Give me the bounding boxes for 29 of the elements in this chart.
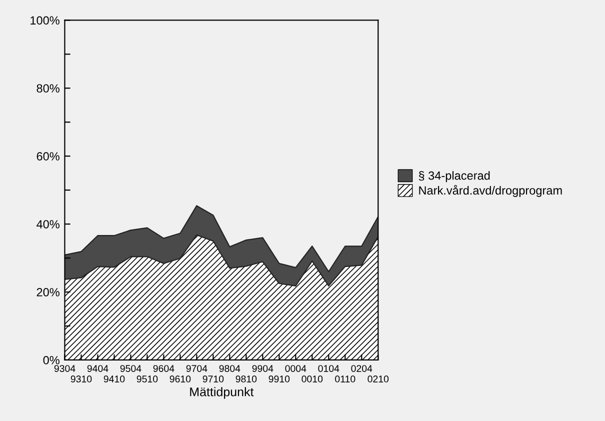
y-tick-label: 0%: [43, 356, 60, 364]
y-tick-label: 80%: [36, 84, 60, 93]
x-tick-label: 9704: [186, 365, 208, 372]
x-tick-label: 9910: [268, 376, 290, 382]
x-tick-label: 9310: [70, 376, 92, 382]
y-tick-label: 60%: [36, 152, 60, 160]
x-tick-label: 9904: [252, 365, 274, 372]
x-tick-label: 0004: [285, 365, 306, 372]
x-tick-label: 9504: [120, 365, 142, 372]
x-tick-label: 9610: [170, 376, 191, 382]
x-tick-label: 0210: [368, 376, 389, 382]
y-tick-label: 40%: [36, 220, 60, 228]
x-tick-label: 0010: [302, 376, 323, 382]
x-tick-label: 9604: [153, 365, 174, 372]
legend-label: Nark.vård.avd/drogprogram: [419, 184, 562, 197]
x-tick-label: 9804: [219, 365, 240, 372]
x-tick-label: 0204: [351, 365, 372, 372]
y-tick-label: 20%: [36, 288, 60, 296]
x-tick-label: 9710: [202, 376, 224, 382]
y-tick-label: 100%: [30, 16, 60, 25]
x-tick-label: 9410: [104, 376, 125, 382]
legend-label: § 34-placerad: [418, 171, 490, 182]
x-tick-label: 0110: [335, 376, 356, 382]
x-tick-label: 0104: [318, 365, 340, 372]
x-tick-label: 9404: [87, 365, 108, 372]
x-axis-title: Mättidpunkt: [190, 387, 254, 399]
x-tick-label: 9304: [54, 365, 76, 372]
x-tick-label: 9510: [136, 376, 158, 382]
x-tick-label: 9810: [236, 376, 257, 382]
